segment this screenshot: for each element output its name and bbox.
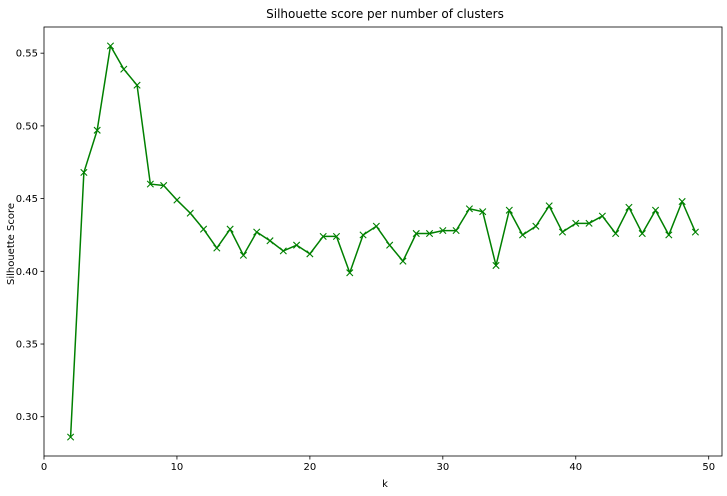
data-point-marker <box>678 197 686 206</box>
data-point-marker <box>691 228 700 236</box>
data-point-marker <box>226 225 234 233</box>
data-point-marker <box>425 229 434 238</box>
x-tick-label: 50 <box>702 462 715 473</box>
data-point-marker <box>558 228 567 236</box>
x-tick-label: 10 <box>171 462 184 473</box>
data-point-marker <box>106 42 115 50</box>
y-tick-label: 0.50 <box>16 121 38 132</box>
data-point-marker <box>332 232 341 240</box>
x-tick-label: 40 <box>569 462 582 473</box>
data-point-marker <box>199 225 208 233</box>
data-point-marker <box>146 180 154 188</box>
data-point-marker <box>572 219 580 227</box>
data-point-marker <box>505 206 513 214</box>
data-point-marker <box>93 126 101 134</box>
data-point-marker <box>346 269 354 277</box>
plot-area: 0 10 20 30 40 50 0.30 0.35 0.40 0.45 0.50 0.55 <box>16 26 723 473</box>
y-axis-label: Silhouette Score <box>6 203 17 285</box>
data-point-marker <box>412 229 420 238</box>
data-point-marker <box>492 261 500 270</box>
data-point-marker <box>120 65 128 73</box>
x-axis-label: k <box>382 479 388 490</box>
data-point-marker <box>518 231 527 239</box>
y-tick-label: 0.45 <box>16 194 38 205</box>
data-point-marker <box>465 205 474 213</box>
data-point-marker <box>80 168 88 177</box>
data-point-marker <box>306 250 314 258</box>
data-point-marker <box>372 222 380 230</box>
data-point-marker <box>239 251 248 259</box>
data-point-marker <box>625 203 633 211</box>
x-tick-label: 30 <box>436 462 449 473</box>
x-tick-label: 0 <box>41 462 47 473</box>
data-point-marker <box>160 181 168 190</box>
y-tick-label: 0.35 <box>16 340 38 351</box>
data-point-marker <box>612 229 620 238</box>
chart-title: Silhouette score per number of clusters <box>266 7 504 21</box>
y-tick-label: 0.55 <box>16 49 38 60</box>
data-point-marker <box>173 196 181 204</box>
data-point-marker <box>279 247 287 255</box>
data-point-marker <box>359 231 367 239</box>
data-point-marker <box>399 257 407 265</box>
data-point-marker <box>386 241 394 249</box>
series-line <box>69 45 697 438</box>
data-point-marker <box>452 227 460 235</box>
data-point-marker <box>253 228 261 236</box>
data-point-marker <box>598 212 606 220</box>
data-point-marker <box>266 237 274 245</box>
data-point-marker <box>439 227 447 235</box>
data-point-marker <box>213 244 221 252</box>
data-point-marker <box>532 222 540 230</box>
data-point-marker <box>479 208 487 216</box>
data-point-marker <box>133 81 141 89</box>
data-point-marker <box>638 229 646 238</box>
data-point-marker <box>585 219 593 227</box>
y-tick-label: 0.30 <box>16 412 38 423</box>
data-point-marker <box>66 433 75 441</box>
data-point-marker <box>545 202 553 210</box>
y-tick-label: 0.40 <box>16 267 38 278</box>
plot-frame <box>43 26 723 457</box>
data-point-marker <box>319 232 327 240</box>
data-point-marker <box>292 241 301 249</box>
data-point-marker <box>651 206 660 214</box>
data-point-marker <box>186 209 194 217</box>
data-point-marker <box>665 231 673 239</box>
x-tick-label: 20 <box>304 462 317 473</box>
